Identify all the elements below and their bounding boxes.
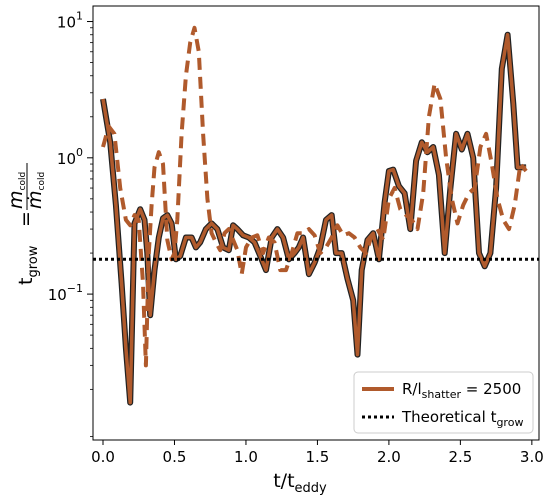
x-tick-label: 1.5: [305, 448, 329, 466]
x-tick-label: 0.0: [91, 448, 115, 466]
y-axis-label-denominator: ṁcold: [24, 172, 47, 209]
legend-box: [353, 371, 534, 434]
x-tick-label: 3.0: [520, 448, 544, 466]
x-tick-label: 2.5: [448, 448, 472, 466]
legend-label-series: R/lshatter = 2500: [402, 380, 521, 401]
y-axis-label-numerator: mcold: [5, 172, 28, 209]
x-ticks: 0.0 0.5 1.0 1.5 2.0 2.5 3.0: [91, 440, 544, 466]
y-axis-label-eq: =: [15, 211, 37, 227]
series-solid-outline: [100, 31, 527, 406]
series-layer: [93, 25, 539, 406]
y-axis-label: tgrow = mcold ṁcold: [5, 163, 47, 285]
x-tick-label: 0.5: [163, 448, 187, 466]
series-dashed-line: [101, 25, 528, 368]
x-tick-label: 1.0: [234, 448, 258, 466]
x-axis-label: t/teddy: [273, 470, 327, 496]
x-tick-label: 2.0: [377, 448, 401, 466]
series-solid-line: [101, 32, 527, 405]
legend-label-reference: Theoretical tgrow: [401, 408, 523, 429]
plot-frame: [92, 5, 540, 441]
y-ticks: 10−1 100 101: [48, 10, 93, 438]
y-tick-label: 100: [57, 146, 83, 168]
y-tick-label: 10−1: [48, 282, 83, 304]
y-tick-label: 101: [57, 10, 83, 32]
y-axis-label-main: tgrow: [15, 245, 41, 285]
legend: R/lshatter = 2500 Theoretical tgrow: [353, 371, 534, 434]
